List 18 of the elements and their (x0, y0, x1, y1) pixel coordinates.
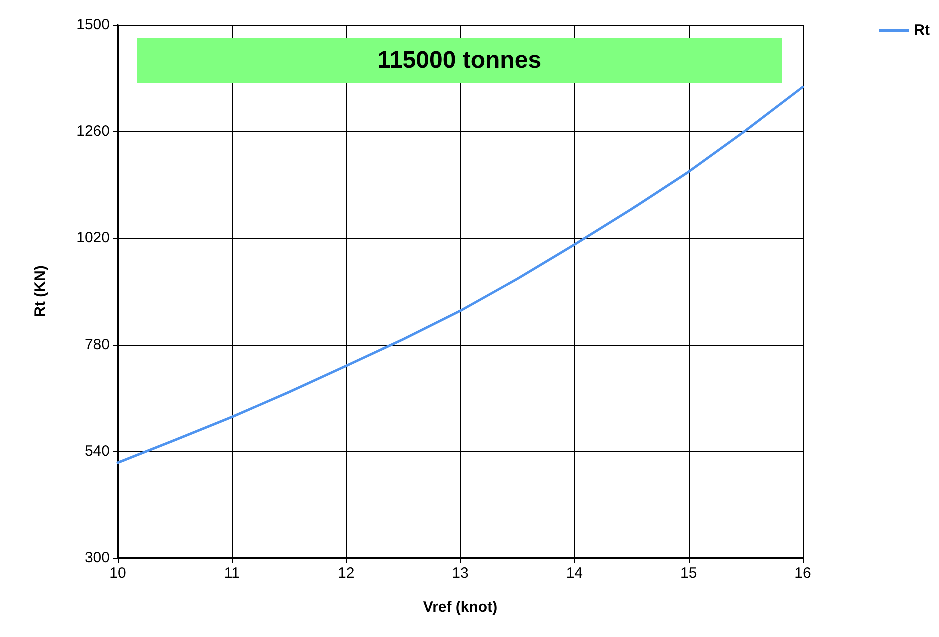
x-tick-label: 12 (338, 565, 355, 582)
x-tick-label: 13 (452, 565, 469, 582)
y-tick-label: 300 (84, 550, 110, 566)
x-tick-label: 14 (566, 565, 584, 582)
x-tick-label: 15 (680, 565, 698, 582)
y-tick-label: 780 (84, 336, 110, 354)
title-banner: 115000 tonnes (137, 38, 782, 83)
x-axis-title: Vref (knot) (423, 599, 498, 616)
y-tick-label: 540 (84, 442, 110, 460)
y-axis-title: Rt (KN) (32, 266, 49, 318)
x-tick-label: 16 (794, 565, 812, 582)
y-tick-label: 1020 (76, 230, 110, 247)
y-tick-label: 1500 (76, 16, 110, 34)
legend-label: Rt (914, 22, 930, 39)
y-tick-label: 1260 (76, 123, 110, 140)
line-series (116, 86, 804, 464)
x-tick-label: 11 (224, 565, 240, 582)
x-tick-label: 10 (110, 565, 126, 582)
